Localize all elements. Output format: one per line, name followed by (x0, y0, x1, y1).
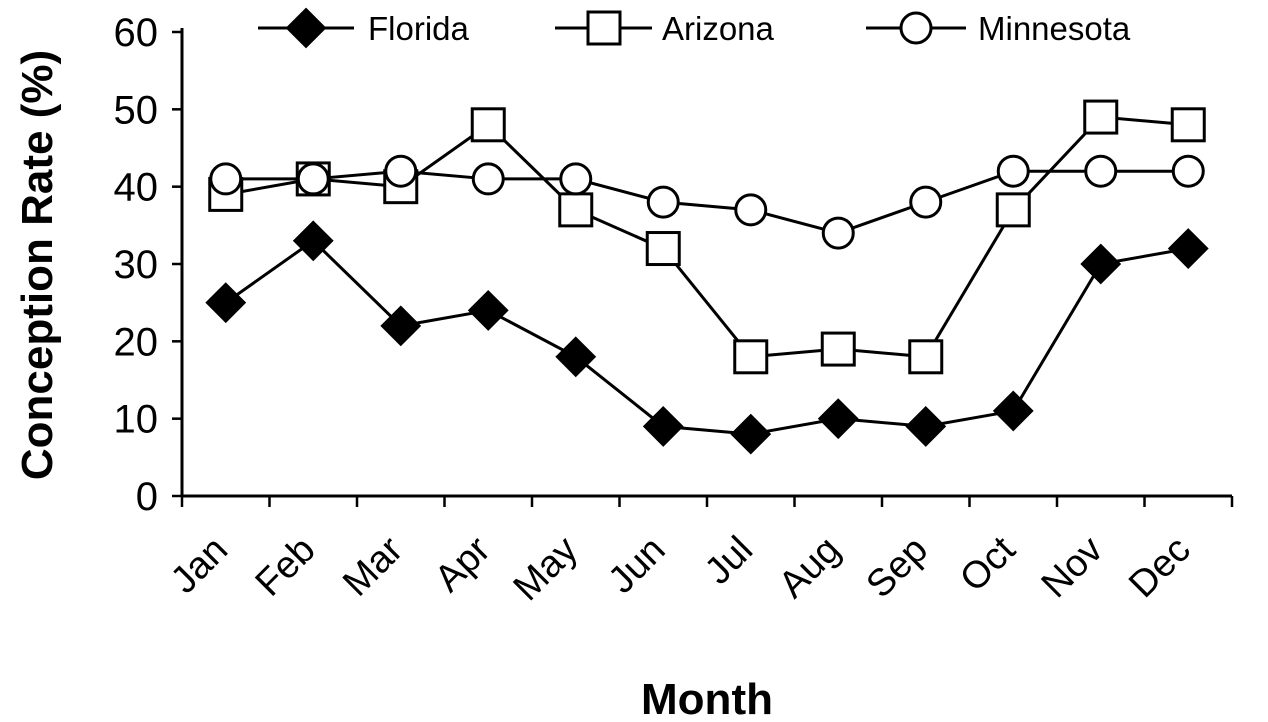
data-point-minnesota-dec (1171, 154, 1205, 188)
legend-marker-arizona (586, 10, 622, 46)
data-point-florida-oct (992, 390, 1034, 432)
y-tick-label-50: 50 (114, 88, 159, 132)
data-point-florida-aug (817, 398, 859, 440)
data-point-arizona-apr (470, 107, 506, 143)
x-tick-label-jul: Jul (697, 529, 761, 593)
data-point-florida-mar (380, 305, 422, 347)
x-tick-label-nov: Nov (1034, 529, 1111, 606)
series-arizona (208, 99, 1206, 375)
y-tick-label-30: 30 (114, 243, 159, 287)
x-tick-label-apr: Apr (427, 528, 499, 600)
y-tick-label-40: 40 (114, 166, 159, 210)
legend-label-florida: Florida (368, 10, 470, 47)
y-tick-label-60: 60 (114, 11, 159, 55)
data-point-florida-apr (467, 289, 509, 331)
series-layer (205, 99, 1209, 455)
data-point-florida-may (555, 336, 597, 378)
data-point-arizona-nov (1083, 99, 1119, 135)
data-point-minnesota-may (559, 162, 593, 196)
data-point-florida-nov (1080, 243, 1122, 285)
data-point-arizona-jul (733, 339, 769, 375)
data-point-minnesota-oct (996, 154, 1030, 188)
y-tick-label-0: 0 (136, 475, 158, 519)
data-point-florida-jan (205, 282, 247, 324)
legend-marker-florida (285, 7, 327, 49)
x-tick-label-may: May (506, 529, 586, 609)
x-tick-label-jun: Jun (601, 529, 674, 602)
data-point-minnesota-apr (471, 162, 505, 196)
x-tick-label-aug: Aug (771, 529, 849, 607)
series-line-arizona (225, 115, 1189, 359)
data-point-arizona-sep (908, 339, 944, 375)
data-point-arizona-jun (645, 231, 681, 267)
data-point-minnesota-mar (384, 154, 418, 188)
y-axis: 0 10 20 30 40 50 60 (114, 11, 184, 519)
legend-marker-minnesota (899, 11, 933, 45)
x-tick-label-dec: Dec (1121, 529, 1198, 606)
data-point-minnesota-nov (1084, 154, 1118, 188)
data-point-florida-jul (730, 413, 772, 455)
data-point-florida-sep (905, 405, 947, 447)
series-line-minnesota (225, 169, 1189, 235)
legend: Florida Arizona Minnesota (258, 7, 1131, 49)
x-tick-label-mar: Mar (335, 528, 411, 604)
x-axis-title: Month (641, 675, 773, 722)
y-tick-label-10: 10 (114, 398, 159, 442)
data-point-arizona-aug (820, 331, 856, 367)
y-axis-title: Conception Rate (%) (13, 50, 62, 480)
series-florida (205, 220, 1209, 455)
data-point-minnesota-feb (296, 162, 330, 196)
data-point-arizona-dec (1170, 107, 1206, 143)
data-point-arizona-oct (995, 192, 1031, 228)
data-point-minnesota-aug (821, 216, 855, 250)
data-point-florida-jun (642, 405, 684, 447)
x-tick-label-feb: Feb (248, 529, 324, 605)
y-tick-label-20: 20 (114, 320, 159, 364)
x-tick-label-oct: Oct (952, 528, 1024, 600)
x-tick-label-jan: Jan (163, 529, 236, 602)
series-minnesota (209, 154, 1205, 250)
legend-item-florida: Florida (258, 7, 470, 49)
legend-label-minnesota: Minnesota (978, 10, 1131, 47)
data-point-arizona-may (558, 192, 594, 228)
data-point-florida-feb (292, 220, 334, 262)
data-point-minnesota-jun (646, 185, 680, 219)
legend-item-minnesota: Minnesota (866, 10, 1131, 47)
data-point-minnesota-jan (209, 162, 243, 196)
data-point-minnesota-sep (909, 185, 943, 219)
legend-label-arizona: Arizona (662, 10, 775, 47)
data-point-minnesota-jul (734, 193, 768, 227)
legend-item-arizona: Arizona (555, 10, 775, 47)
series-line-florida (224, 238, 1189, 436)
x-tick-label-sep: Sep (859, 529, 937, 607)
data-point-florida-dec (1167, 228, 1209, 269)
x-axis: Jan Feb Mar Apr May Jun Jul Aug Sep Oct Nov Dec (163, 494, 1234, 609)
